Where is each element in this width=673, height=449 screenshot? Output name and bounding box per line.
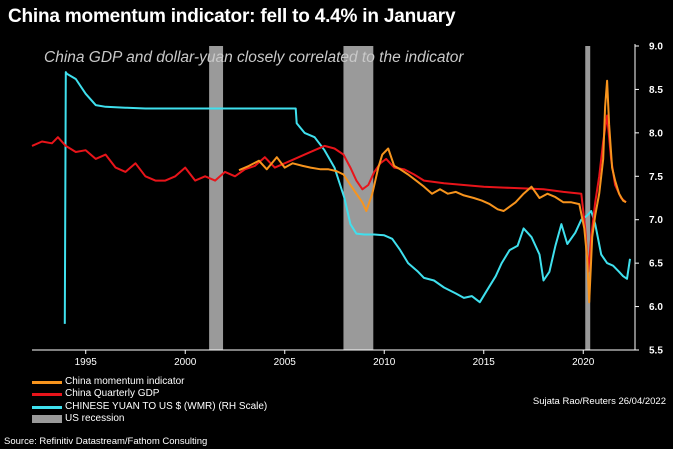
- legend-swatch-recession: [32, 415, 62, 424]
- legend-swatch-momentum: [32, 380, 62, 384]
- y-ticks-right: 5.5 6.0 6.5 7.0 7.5 8.0 8.5 9.0: [635, 42, 663, 357]
- x-tick-label: 2015: [473, 357, 496, 368]
- legend-label-yuan: CHINESE YUAN TO US $ (WMR) (RH Scale): [65, 400, 268, 412]
- legend-label-gdp: China Quarterly GDP: [65, 388, 160, 400]
- chart-title: China momentum indicator: fell to 4.4% i…: [8, 6, 456, 27]
- legend-item-gdp: China Quarterly GDP: [32, 388, 267, 400]
- gdp-line: [31, 114, 627, 273]
- legend-swatch-yuan: [32, 405, 62, 409]
- source-note: Source: Refinitiv Datastream/Fathom Cons…: [4, 436, 208, 447]
- y-tick-label: 8.0: [649, 128, 663, 139]
- series-lines: [31, 71, 631, 324]
- y-tick-label: 8.5: [649, 85, 663, 96]
- yuan-line: [63, 71, 631, 324]
- y-tick-label: 7.5: [649, 172, 663, 183]
- legend-item-yuan: CHINESE YUAN TO US $ (WMR) (RH Scale): [32, 401, 267, 413]
- recession-band-2: [585, 46, 591, 350]
- x-tick-label: 2010: [373, 357, 396, 368]
- credit-line: Sujata Rao/Reuters 26/04/2022: [532, 396, 666, 407]
- y-tick-label: 6.5: [649, 259, 663, 270]
- y-tick-label: 9.0: [649, 42, 663, 53]
- x-tick-label: 1995: [75, 357, 98, 368]
- momentum-line: [238, 79, 627, 304]
- x-tick-label: 2020: [572, 357, 595, 368]
- legend-item-recession: US recession: [32, 413, 267, 425]
- y-tick-label: 7.0: [649, 215, 663, 226]
- legend-label-recession: US recession: [65, 413, 125, 425]
- x-tick-label: 2005: [274, 357, 297, 368]
- x-ticks: 1995 2000 2005 2010 2015 2020: [75, 350, 595, 368]
- recession-band-0: [209, 46, 224, 350]
- legend: China momentum indicator China Quarterly…: [32, 376, 267, 426]
- x-tick-label: 2000: [174, 357, 197, 368]
- y-tick-label: 5.5: [649, 346, 663, 357]
- chart-subtitle: China GDP and dollar-yuan closely correl…: [44, 49, 464, 66]
- y-tick-label: 6.0: [649, 302, 663, 313]
- recession-bands: [209, 46, 591, 350]
- legend-item-momentum: China momentum indicator: [32, 376, 267, 388]
- legend-swatch-gdp: [32, 393, 62, 397]
- legend-label-momentum: China momentum indicator: [65, 376, 185, 387]
